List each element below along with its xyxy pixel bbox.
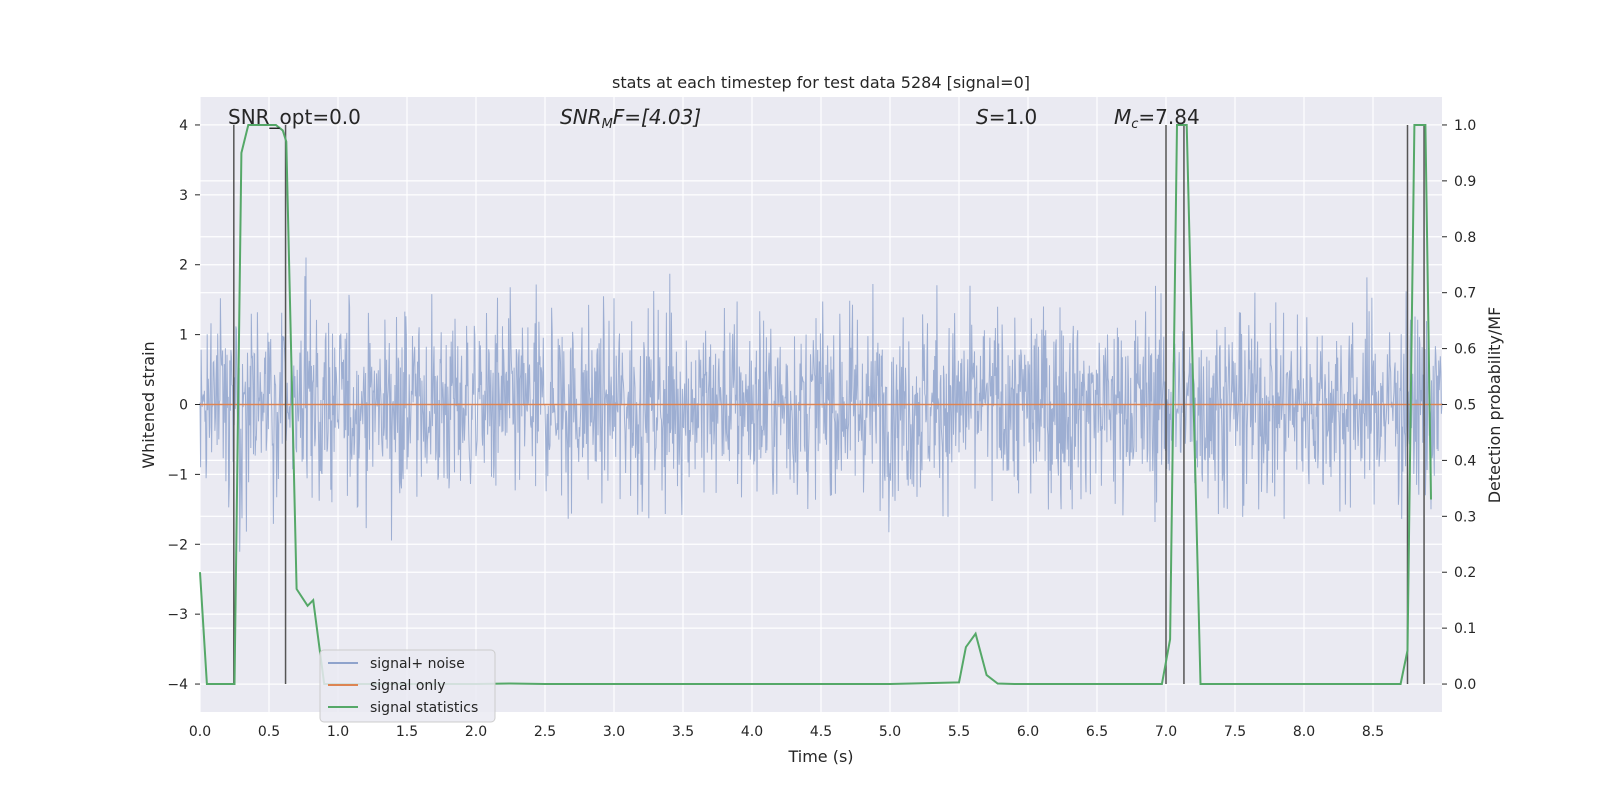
x-tick-label: 6.0 bbox=[1017, 724, 1039, 740]
x-tick-label: 0.5 bbox=[258, 724, 280, 740]
y-tick-label: 2 bbox=[179, 258, 188, 274]
x-tick-label: 3.0 bbox=[603, 724, 625, 740]
y-right-tick-label: 1.0 bbox=[1454, 118, 1476, 134]
y-ticks-left: 4 3 2 1 0 −1 −2 −3 −4 bbox=[167, 118, 200, 693]
y-axis-label: Whitened strain bbox=[139, 341, 158, 468]
x-tick-label: 6.5 bbox=[1086, 724, 1108, 740]
y-tick-label: 4 bbox=[179, 118, 188, 134]
y-right-tick-label: 0.9 bbox=[1454, 174, 1476, 190]
y-tick-label: −1 bbox=[167, 467, 188, 483]
x-tick-label: 4.0 bbox=[741, 724, 763, 740]
x-tick-label: 7.0 bbox=[1155, 724, 1177, 740]
y-ticks-right: 1.0 0.9 0.8 0.7 0.6 0.5 0.4 0.3 0.2 0.1 0.0 bbox=[1442, 118, 1476, 693]
y-tick-label: −2 bbox=[167, 537, 188, 553]
x-tick-label: 5.5 bbox=[948, 724, 970, 740]
y-tick-label: 0 bbox=[179, 398, 188, 414]
y-right-tick-label: 0.6 bbox=[1454, 342, 1476, 358]
noise-series bbox=[199, 257, 1443, 552]
y-right-tick-label: 0.7 bbox=[1454, 286, 1476, 302]
statistics-series bbox=[199, 124, 1432, 685]
annotation-mc: Mc=7.84 bbox=[1114, 105, 1200, 132]
y-tick-label: −4 bbox=[167, 677, 188, 693]
x-tick-label: 3.5 bbox=[672, 724, 694, 740]
y-right-tick-label: 0.8 bbox=[1454, 230, 1476, 246]
x-tick-label: 4.5 bbox=[810, 724, 832, 740]
legend-label-signal: signal only bbox=[370, 678, 445, 694]
y-axis-label-right: Detection probability/MF bbox=[1485, 307, 1504, 504]
y-right-tick-label: 0.0 bbox=[1454, 677, 1476, 693]
y-tick-label: −3 bbox=[167, 607, 188, 623]
x-tick-label: 1.5 bbox=[396, 724, 418, 740]
x-tick-label: 7.5 bbox=[1224, 724, 1246, 740]
y-right-tick-label: 0.4 bbox=[1454, 453, 1476, 469]
x-tick-label: 2.5 bbox=[534, 724, 556, 740]
y-tick-label: 3 bbox=[179, 188, 188, 204]
x-ticks: 0.0 0.5 1.0 1.5 2.0 2.5 3.0 3.5 4.0 4.5 5.0 5.5 6.0 6… bbox=[189, 724, 1384, 740]
x-tick-label: 0.0 bbox=[189, 724, 211, 740]
x-tick-label: 1.0 bbox=[327, 724, 349, 740]
statistics-line bbox=[199, 124, 1432, 685]
y-right-tick-label: 0.3 bbox=[1454, 509, 1476, 525]
chart-title: stats at each timestep for test data 528… bbox=[612, 73, 1030, 92]
legend: signal+ noise signal only signal statist… bbox=[319, 649, 496, 723]
x-tick-label: 5.0 bbox=[879, 724, 901, 740]
x-tick-label: 2.0 bbox=[465, 724, 487, 740]
y-right-tick-label: 0.5 bbox=[1454, 398, 1476, 414]
y-right-tick-label: 0.2 bbox=[1454, 565, 1476, 581]
legend-label-stats: signal statistics bbox=[370, 700, 478, 716]
y-right-tick-label: 0.1 bbox=[1454, 621, 1476, 637]
legend-label-noise: signal+ noise bbox=[370, 656, 465, 672]
noise-line bbox=[199, 257, 1443, 552]
legend-box bbox=[319, 649, 496, 723]
x-tick-label: 8.0 bbox=[1293, 724, 1315, 740]
x-tick-label: 8.5 bbox=[1362, 724, 1384, 740]
annotation-s: S=1.0 bbox=[976, 105, 1037, 129]
annotation-snr-mf: SNRMF=[4.03] bbox=[560, 105, 701, 132]
x-axis-label: Time (s) bbox=[787, 747, 853, 766]
y-tick-label: 1 bbox=[179, 328, 188, 344]
annotation-snr-opt: SNR_opt=0.0 bbox=[228, 105, 361, 129]
